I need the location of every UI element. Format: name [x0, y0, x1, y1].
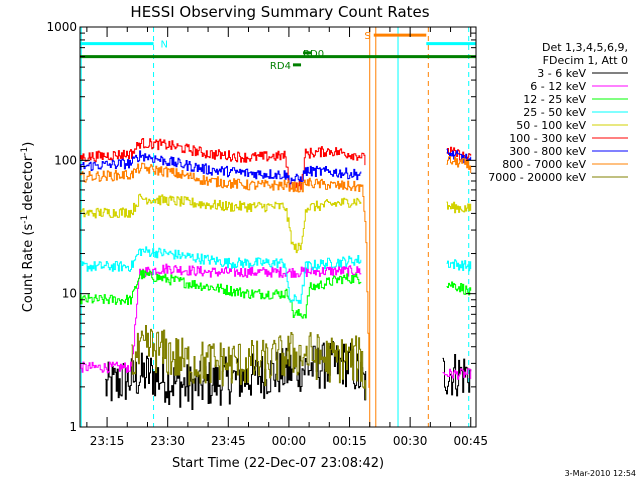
state-bar-label-4: RD4: [270, 61, 291, 72]
legend-entry-label: 800 - 7000 keV: [502, 158, 586, 171]
x-axis-label: Start Time (22-Dec-07 23:08:42): [172, 456, 384, 471]
plot-frame: [79, 26, 477, 428]
y-axis-label-sup2: -1: [20, 147, 30, 156]
y-axis-label-main: Count Rate (s: [21, 224, 36, 313]
series-0-segment-1: [442, 354, 472, 397]
chart-title: HESSI Observing Summary Count Rates: [130, 3, 429, 21]
series-2-segment-1: [446, 281, 472, 296]
y-axis-label: Count Rate (s-1 detector-1): [20, 142, 36, 313]
legend-entry-label: 100 - 300 keV: [509, 132, 586, 145]
series-0-segment-0: [105, 341, 367, 410]
series-7-segment-1: [446, 156, 472, 173]
legend-entry-label: 3 - 6 keV: [537, 67, 586, 80]
y-axis-label-end: ): [21, 142, 36, 147]
legend-entry-label: 6 - 12 keV: [530, 80, 586, 93]
series-2-segment-0: [80, 269, 362, 319]
series-3-segment-0: [80, 246, 362, 304]
state-bar-label-5: RD0: [303, 49, 324, 60]
y-axis-label-sup: -1: [20, 215, 30, 224]
series-4-segment-0: [80, 193, 362, 254]
timestamp: 3-Mar-2010 12:54: [565, 469, 636, 478]
y-tick-label: 1: [69, 420, 77, 434]
legend-entry-label: 12 - 25 keV: [523, 93, 586, 106]
y-tick-label: 100: [54, 153, 77, 167]
series-1-segment-0: [80, 263, 362, 374]
legend-header-line-1: Det 1,3,4,5,6,9,: [542, 41, 628, 54]
series-6-segment-0: [80, 150, 362, 185]
series-4-segment-1: [446, 201, 472, 214]
x-tick-label: 00:00: [272, 434, 307, 448]
y-axis: 1 10 100 1000: [46, 20, 476, 434]
legend: Det 1,3,4,5,6,9, FDecim 1, Att 0 3 - 6 k…: [488, 41, 628, 184]
x-axis: 23:15 23:30 23:45 00:00 00:15 00:30 00:45: [86, 27, 488, 448]
legend-entry-label: 300 - 800 keV: [509, 145, 586, 158]
plot-area: N S RD4 RD0: [80, 27, 476, 427]
x-tick-label: 00:45: [453, 434, 488, 448]
state-bar-label-0: N: [161, 40, 168, 51]
legend-entry-label: 50 - 100 keV: [516, 119, 586, 132]
series-5-segment-0: [80, 138, 366, 191]
series-1-segment-1: [442, 368, 472, 380]
x-tick-label: 23:45: [211, 434, 246, 448]
series-8-segment-0: [131, 325, 367, 400]
legend-entry-label: 25 - 50 keV: [523, 106, 586, 119]
y-tick-label: 1000: [46, 20, 77, 34]
x-tick-label: 00:30: [393, 434, 428, 448]
series-7-segment-0: [80, 162, 370, 388]
y-axis-label-mid: detector: [21, 155, 36, 215]
x-tick-label: 00:15: [332, 434, 367, 448]
x-tick-label: 23:15: [90, 434, 125, 448]
legend-header-line-2: FDecim 1, Att 0: [543, 54, 628, 67]
series-3-segment-1: [446, 259, 472, 272]
legend-entry-label: 7000 - 20000 keV: [488, 171, 586, 184]
y-tick-label: 10: [62, 287, 77, 301]
x-tick-label: 23:30: [150, 434, 185, 448]
state-bar-label-2: S: [364, 31, 370, 42]
